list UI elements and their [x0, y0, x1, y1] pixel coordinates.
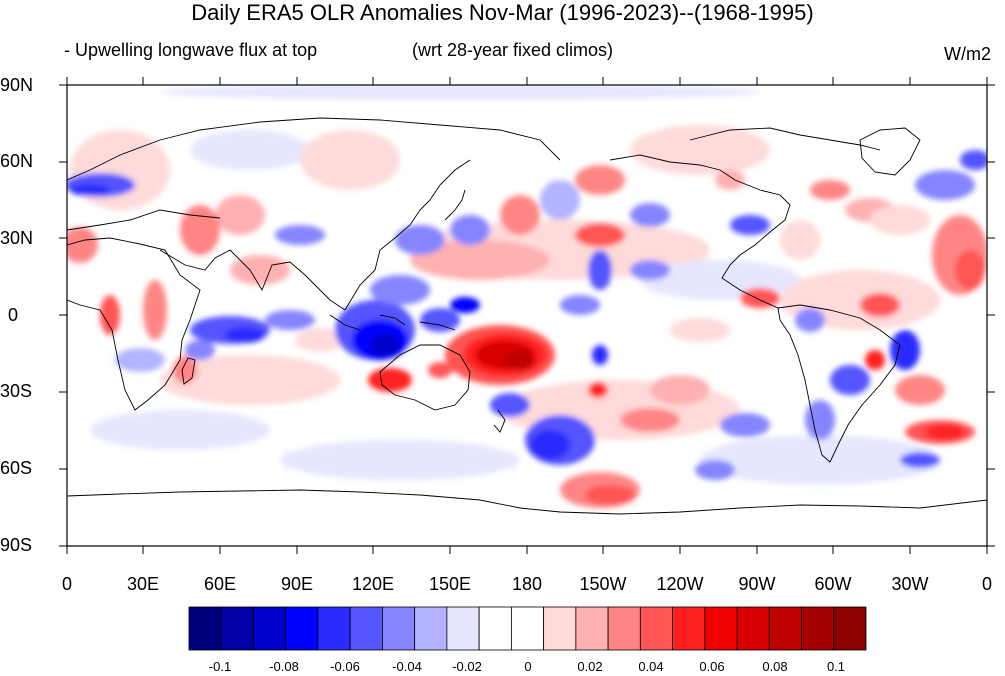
colorbar-swatch	[672, 606, 706, 651]
colorbar-swatch	[188, 606, 222, 651]
colorbar-label: 0	[524, 659, 532, 674]
colorbar-label: -0.04	[392, 659, 422, 674]
colorbar-swatch	[349, 606, 383, 651]
lon-label-30e: 30E	[126, 574, 160, 594]
axis-ticks	[59, 77, 995, 554]
lon-label-60e: 60E	[203, 574, 237, 594]
colorbar-swatch	[736, 606, 770, 651]
colorbar-swatch	[639, 606, 673, 651]
colorbar-swatch	[253, 606, 287, 651]
colorbar-label: 0.04	[638, 659, 664, 674]
page-title: Daily ERA5 OLR Anomalies Nov-Mar (1996-2…	[191, 0, 814, 25]
subtitle-variable: - Upwelling longwave flux at top	[64, 40, 318, 60]
subtitle-climatology: (wrt 28-year fixed climos)	[412, 40, 614, 60]
colorbar-label: 0.02	[577, 659, 603, 674]
colorbar-label: -0.1	[208, 659, 232, 674]
lon-label-120e: 120E	[351, 574, 395, 594]
colorbar-swatch	[607, 606, 641, 651]
colorbar-swatch	[768, 606, 802, 651]
colorbar-swatch	[575, 606, 609, 651]
colorbar-swatch	[704, 606, 738, 651]
lon-label-60w: 60W	[814, 574, 852, 594]
coastlines	[67, 117, 987, 515]
lat-label-60s: 60S	[0, 458, 33, 478]
lon-label-120w: 120W	[656, 574, 704, 594]
lat-label-30n: 30N	[0, 228, 34, 248]
colorbar-swatch	[446, 606, 480, 651]
lat-label-90n: 90N	[0, 75, 34, 95]
colorbar-label: -0.06	[330, 659, 360, 674]
lon-label-0: 0	[61, 574, 72, 594]
colorbar-swatch	[543, 606, 577, 651]
colorbar-swatch	[220, 606, 254, 651]
lat-label-60n: 60N	[0, 151, 34, 171]
colorbar-swatch	[510, 606, 545, 651]
colorbar-swatch	[382, 606, 416, 651]
colorbar-swatch	[478, 606, 512, 651]
lon-label-0-east: 0	[981, 574, 992, 594]
colorbar-swatch	[801, 606, 835, 651]
colorbar-swatch	[833, 606, 867, 651]
colorbar-label: 0.1	[826, 659, 846, 674]
colorbar-label: 0.06	[699, 659, 725, 674]
lon-label-30w: 30W	[891, 574, 929, 594]
colorbar-swatch	[317, 606, 351, 651]
lon-label-180: 180	[511, 574, 543, 594]
units-label: W/m2	[944, 44, 991, 64]
colorbar	[188, 606, 867, 651]
lon-label-150w: 150W	[579, 574, 627, 594]
lon-label-150e: 150E	[428, 574, 472, 594]
anomaly-field	[67, 85, 987, 546]
colorbar-label: -0.08	[269, 659, 299, 674]
lat-label-30s: 30S	[0, 381, 33, 401]
colorbar-swatch	[285, 606, 319, 651]
colorbar-swatch	[414, 606, 448, 651]
lon-label-90w: 90W	[738, 574, 776, 594]
colorbar-label: 0.08	[762, 659, 788, 674]
colorbar-label: -0.02	[452, 659, 482, 674]
lon-label-90e: 90E	[280, 574, 314, 594]
lat-label-eq: 0	[8, 305, 19, 325]
lat-label-90s: 90S	[0, 535, 33, 555]
